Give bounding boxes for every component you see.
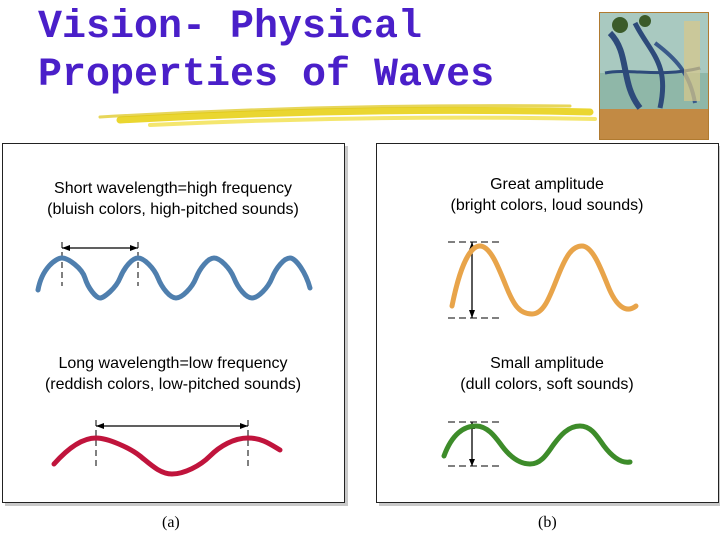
panel-a-label: (a) <box>162 514 180 531</box>
small-amplitude-caption: Small amplitude (dull colors, soft sound… <box>460 355 634 393</box>
book-cover-image <box>599 12 709 140</box>
title-line-1: Vision- Physical <box>38 5 423 50</box>
panel-a-wavelength <box>2 143 345 503</box>
slide-title: Vision- Physical Properties of Waves <box>38 4 598 100</box>
panel-b-amplitude <box>376 143 719 503</box>
title-line-2: Properties of Waves <box>38 53 495 98</box>
title-underline <box>98 104 597 127</box>
panel-b-label: (b) <box>538 514 557 531</box>
great-amplitude-caption: Great amplitude (bright colors, loud sou… <box>450 176 644 214</box>
short-wavelength-wave <box>35 242 313 301</box>
long-wavelength-wave <box>51 420 283 477</box>
great-amplitude-wave <box>448 241 639 319</box>
small-amplitude-wave <box>441 421 633 467</box>
short-wavelength-caption: Short wavelength=high frequency (bluish … <box>47 180 299 218</box>
long-wavelength-caption: Long wavelength=low frequency (reddish c… <box>44 355 302 393</box>
